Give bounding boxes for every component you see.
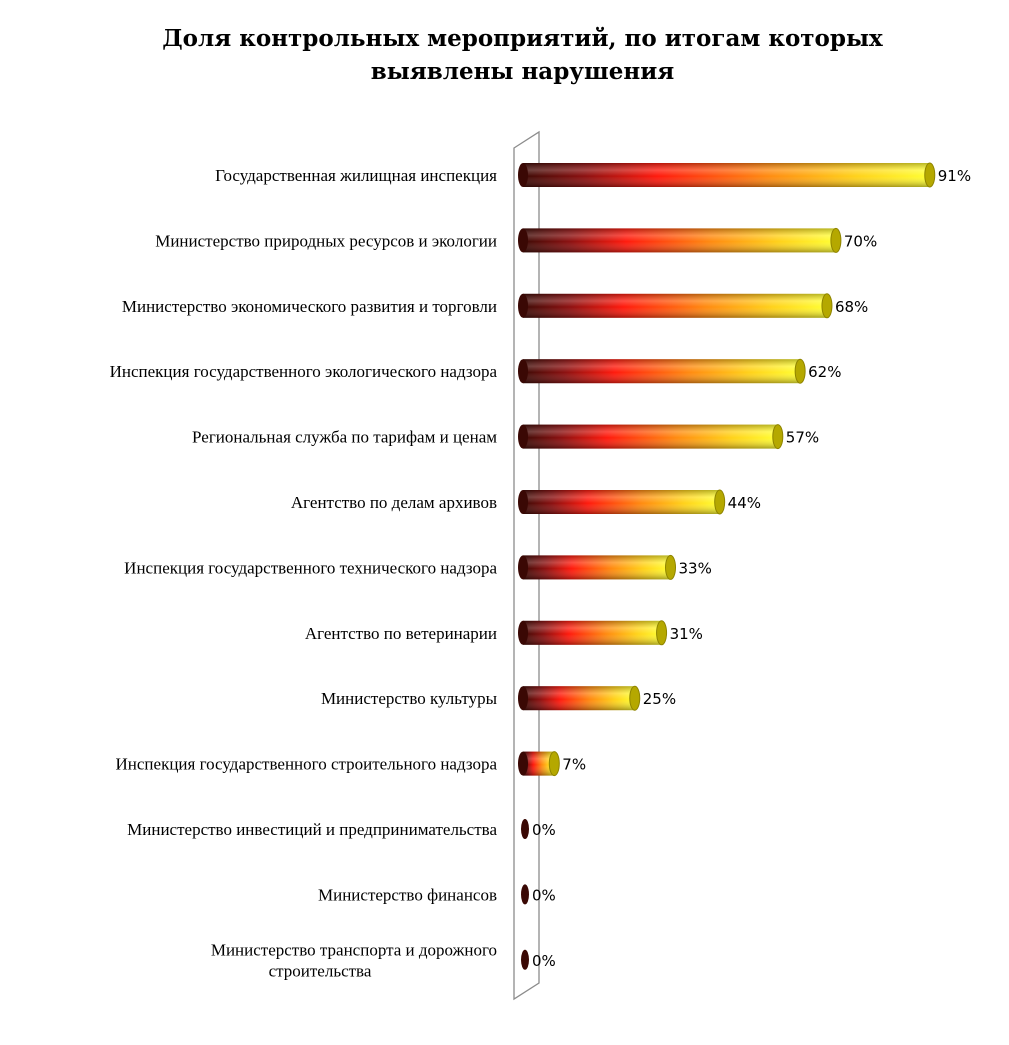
- bar-end-cap: [794, 358, 806, 384]
- bar-end-cap: [772, 424, 784, 450]
- category-label: Инспекция государственного строительного…: [116, 755, 498, 774]
- bar-base-cap: [518, 555, 528, 580]
- bar-shading: [523, 490, 720, 514]
- bar-end-cap: [656, 620, 668, 646]
- chart-title: Доля контрольных мероприятий, по итогам …: [150, 22, 895, 88]
- bar-shading: [523, 293, 827, 318]
- bar-base-cap: [518, 424, 528, 449]
- bar-group: 70% Министерство природных ресурсов и эко…: [155, 227, 877, 253]
- bar-group: 33% Инспекция государственного техническо…: [124, 554, 712, 580]
- bar-shading: [523, 686, 635, 711]
- data-label: 0%: [532, 886, 556, 904]
- data-label: 57%: [786, 429, 819, 447]
- data-label: 7%: [562, 756, 586, 774]
- bar-base-cap: [518, 359, 528, 384]
- bar-base-cap: [518, 620, 528, 645]
- bar-group: 0% Министерство инвестиций и предпринимат…: [127, 819, 556, 839]
- bar-base-cap: [518, 228, 528, 253]
- bar-shading: [523, 620, 662, 645]
- bar-end-cap: [821, 293, 833, 319]
- data-label: 62%: [808, 363, 841, 381]
- category-label: Министерство транспорта и дорожного: [211, 940, 497, 959]
- data-label: 70%: [844, 232, 877, 250]
- bar: [521, 884, 529, 905]
- bar-base-cap: [518, 163, 528, 187]
- category-label: Инспекция государственного технического …: [124, 558, 497, 577]
- category-label: Министерство экономического развития и т…: [122, 297, 497, 316]
- category-label: Инспекция государственного экологическог…: [110, 362, 498, 381]
- bar: [521, 819, 529, 839]
- data-label: 0%: [532, 952, 556, 970]
- data-label: 0%: [532, 821, 556, 839]
- category-label: строительства: [269, 961, 372, 980]
- bar-end-cap: [629, 685, 641, 711]
- category-label: Региональная служба по тарифам и ценам: [192, 428, 497, 447]
- bar-base-cap: [518, 293, 528, 318]
- bar-group: 0% Министерство транспорта и дорожного стр…: [211, 940, 556, 980]
- bar-shading: [523, 163, 930, 187]
- bar-shading: [523, 359, 801, 384]
- bar-end-cap: [714, 489, 726, 515]
- category-label: Министерство природных ресурсов и эколог…: [155, 231, 497, 250]
- bar-end-cap: [830, 227, 842, 253]
- bar-group: 57% Региональная служба по тарифам и цена…: [192, 424, 819, 450]
- bar-end-cap: [548, 751, 560, 777]
- bar-end-cap: [665, 554, 677, 580]
- category-label: Министерство финансов: [318, 885, 497, 904]
- bar-shading: [523, 228, 836, 253]
- bar-shading: [523, 424, 778, 449]
- chart-title-line-2: выявлены нарушения: [370, 58, 675, 85]
- bar-group: 7% Инспекция государственного строительно…: [116, 751, 586, 777]
- bar: [521, 949, 529, 970]
- category-label: Агентство по делам архивов: [291, 493, 497, 512]
- category-label: Агентство по ветеринарии: [305, 624, 497, 643]
- category-label: Министерство культуры: [321, 689, 498, 708]
- bar-base-cap: [518, 490, 528, 514]
- bar-group: 68% Министерство экономического развития …: [122, 293, 868, 319]
- bar-shading: [523, 555, 671, 580]
- bar-group: 25% Министерство культуры: [321, 685, 676, 711]
- bar-group: 0% Министерство финансов: [318, 884, 556, 905]
- bar-group: 62% Инспекция государственного экологичес…: [110, 358, 841, 384]
- data-label: 31%: [670, 625, 703, 643]
- data-label: 68%: [835, 298, 868, 316]
- bar-group: 31% Агентство по ветеринарии: [305, 620, 703, 646]
- category-label: Министерство инвестиций и предпринимател…: [127, 820, 497, 839]
- data-label: 91%: [938, 167, 971, 185]
- category-label: Государственная жилищная инспекция: [215, 166, 497, 185]
- data-label: 33%: [679, 559, 712, 577]
- chart-title-line-1: Доля контрольных мероприятий, по итогам …: [162, 25, 883, 52]
- bars-layer: 91% Государственная жилищная инспекция 70%…: [110, 162, 971, 980]
- bar-group: 44% Агентство по делам архивов: [291, 489, 761, 515]
- bar-base-cap: [518, 751, 528, 776]
- bar-end-cap: [924, 162, 936, 188]
- data-label: 25%: [643, 690, 676, 708]
- data-label: 44%: [728, 494, 761, 512]
- bar-base-cap: [518, 686, 528, 711]
- bar-group: 91% Государственная жилищная инспекция: [215, 162, 971, 188]
